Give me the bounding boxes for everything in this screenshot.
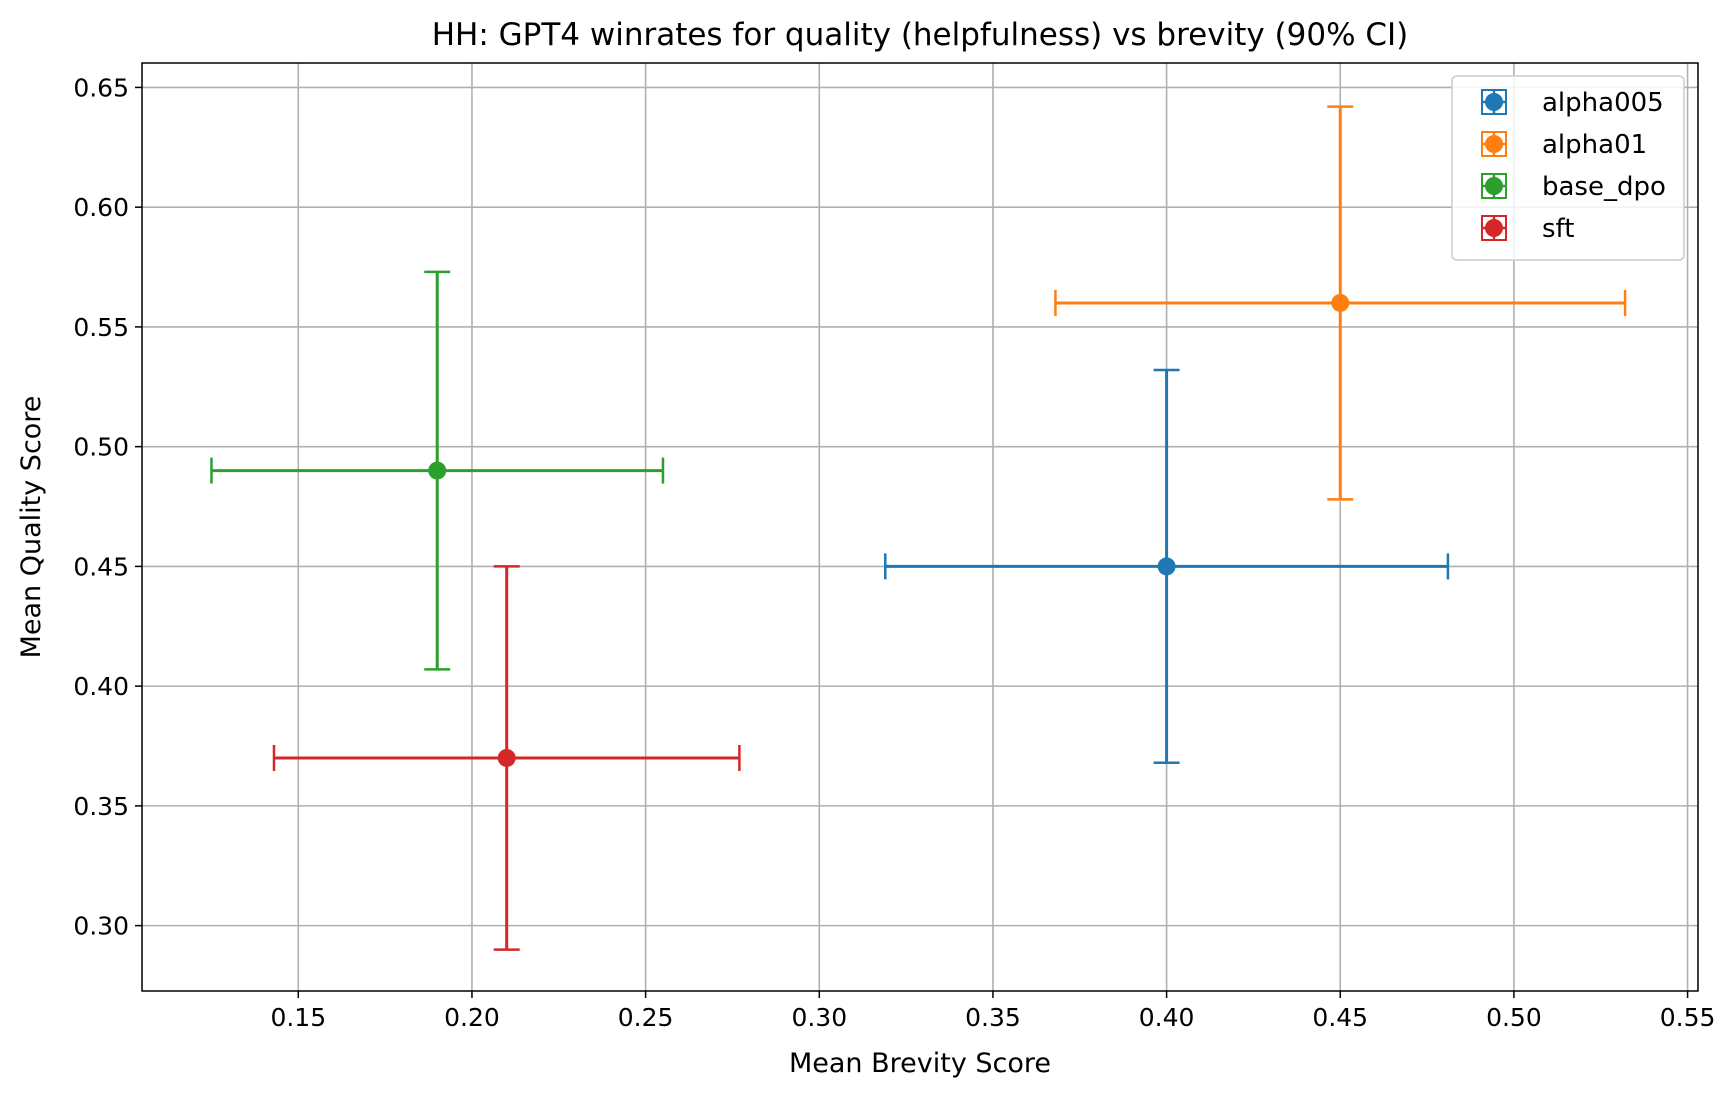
x-tick-label: 0.40 — [1139, 1003, 1195, 1032]
legend-label: alpha01 — [1542, 130, 1647, 160]
legend-entry-alpha01: alpha01 — [1481, 130, 1647, 160]
y-tick-label: 0.30 — [73, 912, 129, 941]
y-tick-label: 0.40 — [73, 672, 129, 701]
x-axis-label: Mean Brevity Score — [789, 1048, 1051, 1079]
x-tick-label: 0.25 — [618, 1003, 674, 1032]
y-axis-label: Mean Quality Score — [16, 396, 47, 659]
y-tick-label: 0.65 — [73, 73, 129, 102]
series-alpha01 — [1054, 105, 1627, 501]
data-point — [497, 748, 516, 767]
legend-entry-base_dpo: base_dpo — [1481, 172, 1666, 202]
legend-marker-dot — [1485, 177, 1503, 195]
legend-marker-dot — [1485, 93, 1503, 111]
legend-box — [1451, 75, 1685, 261]
y-axis-ticks: 0.30 0.35 0.40 0.45 0.50 0.55 0.60 0.65 — [73, 73, 142, 941]
x-tick-label: 0.20 — [444, 1003, 500, 1032]
legend-entry-sft: sft — [1481, 214, 1574, 244]
data-point — [1157, 557, 1176, 576]
x-tick-label: 0.50 — [1486, 1003, 1542, 1032]
plot-frame — [141, 62, 1699, 992]
y-tick-label: 0.35 — [73, 792, 129, 821]
chart-title: HH: GPT4 winrates for quality (helpfulne… — [432, 17, 1409, 53]
legend-label: sft — [1542, 214, 1574, 244]
series-sft — [272, 565, 741, 951]
x-tick-label: 0.30 — [791, 1003, 847, 1032]
legend-entry-alpha005: alpha005 — [1481, 88, 1664, 118]
series-base_dpo — [210, 270, 665, 671]
legend-label: alpha005 — [1542, 88, 1664, 118]
legend-marker-dot — [1485, 219, 1503, 237]
data-point — [428, 461, 447, 480]
y-tick-label: 0.50 — [73, 433, 129, 462]
series-alpha005 — [884, 368, 1450, 765]
x-tick-label: 0.45 — [1312, 1003, 1368, 1032]
x-tick-label: 0.35 — [965, 1003, 1021, 1032]
x-tick-label: 0.15 — [270, 1003, 326, 1032]
legend-label: base_dpo — [1542, 172, 1666, 202]
y-tick-label: 0.45 — [73, 552, 129, 581]
y-tick-label: 0.60 — [73, 193, 129, 222]
x-axis-ticks: 0.15 0.20 0.25 0.30 0.35 0.40 0.45 0.50 0.55 — [270, 991, 1715, 1032]
x-tick-label: 0.55 — [1660, 1003, 1716, 1032]
series-group — [210, 105, 1627, 951]
data-point — [1331, 293, 1350, 312]
legend-marker-dot — [1485, 135, 1503, 153]
y-tick-label: 0.55 — [73, 313, 129, 342]
